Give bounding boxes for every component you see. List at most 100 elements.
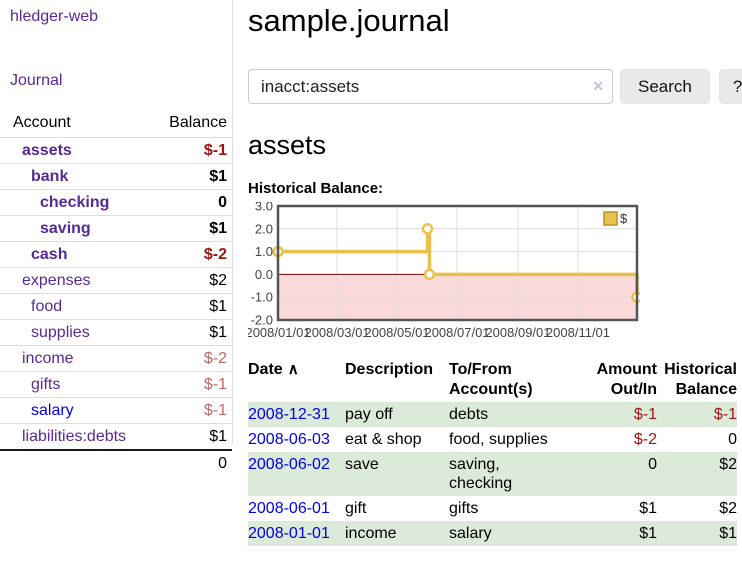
transaction-accounts: saving, checking (449, 456, 513, 492)
account-row: gifts $-1 (0, 371, 232, 398)
transaction-accounts: salary (449, 525, 492, 542)
account-balance: $1 (209, 220, 227, 237)
account-balance: $-1 (203, 376, 227, 393)
account-heading: assets (248, 130, 327, 160)
transaction-accounts: gifts (449, 500, 479, 517)
register-row: 2008-06-03 eat & shop food, supplies $-2 0 (248, 427, 737, 452)
transaction-description: pay off (345, 406, 393, 423)
transaction-amount: $1 (639, 525, 657, 542)
clear-search-icon[interactable]: ✕ (592, 78, 604, 94)
transaction-balance: 0 (728, 431, 737, 448)
account-row: liabilities:debts $1 (0, 423, 232, 451)
register-table: Date ∧ Description To/From Account(s) Amo… (248, 358, 737, 546)
y-tick-label: -1.0 (251, 290, 273, 305)
account-row: assets $-1 (0, 137, 232, 164)
transaction-amount: $-2 (633, 431, 657, 448)
transaction-date-link[interactable]: 2008-06-03 (248, 431, 330, 448)
accounts-table-body: assets $-1 bank $1 checking 0 saving $1 cash $-2 e… (0, 137, 232, 451)
transaction-balance: $2 (719, 456, 737, 473)
account-link-cash[interactable]: cash (31, 246, 68, 263)
transaction-date-link[interactable]: 2008-12-31 (248, 406, 330, 423)
accounts-total-balance: 0 (218, 455, 227, 472)
y-tick-label: 2.0 (255, 221, 273, 236)
account-column-header: Account (13, 114, 71, 131)
legend-label: $ (620, 211, 628, 226)
help-button[interactable]: ? (718, 69, 742, 104)
account-balance: $-1 (203, 402, 227, 419)
description-column-header: Description (345, 361, 434, 378)
sidebar-item-journal[interactable]: Journal (10, 72, 63, 89)
transaction-balance: $-1 (713, 406, 737, 423)
account-link-gifts[interactable]: gifts (31, 376, 61, 393)
transaction-description: eat & shop (345, 431, 422, 448)
date-column-header[interactable]: Date ∧ (248, 361, 299, 378)
account-balance: $1 (209, 324, 227, 341)
account-row: saving $1 (0, 215, 232, 242)
account-link-expenses[interactable]: expenses (22, 272, 91, 289)
register-row: 2008-06-02 save saving, checking 0 $2 (248, 452, 737, 496)
transaction-balance: $1 (719, 525, 737, 542)
account-balance: $1 (209, 298, 227, 315)
transaction-description: income (345, 525, 397, 542)
account-row: expenses $2 (0, 267, 232, 294)
account-link-assets[interactable]: assets (22, 142, 72, 159)
search-button[interactable]: Search (620, 69, 710, 104)
account-balance: $2 (209, 272, 227, 289)
balance-column-header: Historical Balance (664, 361, 737, 398)
x-tick-label: 2008/09/01 (485, 325, 550, 340)
main-content: sample.journal ✕ Search ? assets Histori… (248, 0, 742, 546)
register-table-body: 2008-12-31 pay off debts $-1 $-1 2008-06-03 ea… (248, 402, 737, 546)
account-link-food[interactable]: food (31, 298, 63, 315)
transaction-accounts: food, supplies (449, 431, 548, 448)
app-title-link[interactable]: hledger-web (10, 8, 99, 25)
account-balance: $1 (209, 428, 227, 445)
legend-swatch (603, 211, 618, 226)
account-balance: $-2 (203, 246, 227, 263)
transaction-date-link[interactable]: 2008-06-01 (248, 500, 330, 517)
account-row: income $-2 (0, 345, 232, 372)
account-link-income[interactable]: income (22, 350, 74, 367)
search-input[interactable] (248, 69, 613, 104)
transaction-amount: 0 (648, 456, 657, 473)
search-form: ✕ Search ? (248, 69, 742, 104)
data-point-marker (421, 223, 434, 235)
transaction-amount: $1 (639, 500, 657, 517)
account-link-checking[interactable]: checking (40, 194, 110, 211)
account-link-liabilities-debts[interactable]: liabilities:debts (22, 428, 127, 445)
account-link-supplies[interactable]: supplies (31, 324, 90, 341)
y-tick-label: 1.0 (255, 244, 273, 259)
register-row: 2008-01-01 income salary $1 $1 (248, 521, 737, 546)
x-tick-label: 2008/11/01 (546, 325, 610, 340)
y-axis-labels: 3.0 2.0 1.0 0.0 -1.0 -2.0 (251, 202, 273, 328)
transaction-amount: $-1 (633, 406, 657, 423)
amount-column-header: Amount Out/In (596, 361, 657, 398)
transaction-balance: $2 (719, 500, 737, 517)
transaction-date-link[interactable]: 2008-06-02 (248, 456, 330, 473)
transaction-description: gift (345, 500, 367, 517)
transaction-date-link[interactable]: 2008-01-01 (248, 525, 330, 542)
y-tick-label: 0.0 (255, 267, 273, 282)
y-tick-label: 3.0 (255, 202, 273, 214)
chart-heading: Historical Balance: (248, 180, 384, 197)
account-link-saving[interactable]: saving (40, 220, 91, 237)
transaction-accounts: debts (449, 406, 489, 423)
page-title: sample.journal (248, 3, 450, 38)
account-link-bank[interactable]: bank (31, 168, 69, 185)
accounts-balance-table: Account Balance assets $-1 bank $1 checking 0… (0, 111, 232, 476)
account-row: bank $1 (0, 163, 232, 190)
account-row: supplies $1 (0, 319, 232, 346)
account-link-salary[interactable]: salary (31, 402, 74, 419)
account-balance: $-1 (203, 142, 227, 159)
account-balance: $-2 (203, 350, 227, 367)
balance-column-header: Balance (169, 114, 227, 131)
accounts-table-header: Account Balance (0, 111, 232, 138)
data-point-marker (423, 268, 436, 281)
transaction-description: save (345, 456, 379, 473)
account-row: salary $-1 (0, 397, 232, 424)
x-tick-label: 2008/07/01 (424, 325, 489, 340)
register-header-row: Date ∧ Description To/From Account(s) Amo… (248, 358, 737, 402)
x-tick-label: 2008/01/01 (248, 325, 311, 340)
sort-ascending-icon: ∧ (287, 361, 299, 378)
account-row: food $1 (0, 293, 232, 320)
plot-border (276, 204, 639, 322)
